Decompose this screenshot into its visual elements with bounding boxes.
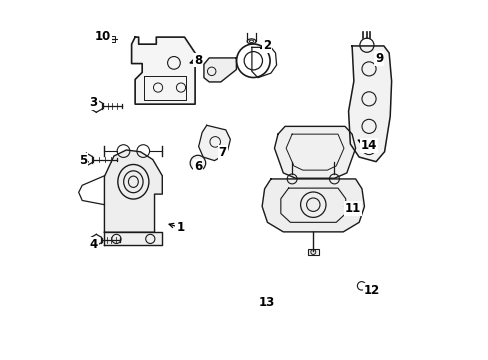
Polygon shape <box>348 46 391 162</box>
Polygon shape <box>104 232 162 245</box>
Text: 11: 11 <box>345 202 361 215</box>
Bar <box>109 36 114 42</box>
Text: 9: 9 <box>374 52 383 65</box>
Text: 14: 14 <box>360 139 376 152</box>
Text: 13: 13 <box>258 296 274 309</box>
Text: 10: 10 <box>94 30 111 42</box>
Text: 7: 7 <box>218 146 226 159</box>
Polygon shape <box>198 125 230 161</box>
Text: 4: 4 <box>89 238 98 251</box>
Polygon shape <box>203 58 236 82</box>
Text: 8: 8 <box>193 54 202 67</box>
Text: 1: 1 <box>176 221 184 234</box>
Polygon shape <box>274 126 355 178</box>
Polygon shape <box>262 179 364 232</box>
Text: 12: 12 <box>364 284 380 297</box>
Polygon shape <box>104 150 162 232</box>
Text: 3: 3 <box>89 96 98 109</box>
Circle shape <box>190 155 205 171</box>
Text: 5: 5 <box>79 154 87 167</box>
Polygon shape <box>131 37 195 104</box>
Text: 6: 6 <box>193 160 202 173</box>
Bar <box>307 249 318 255</box>
Text: 2: 2 <box>263 39 271 52</box>
